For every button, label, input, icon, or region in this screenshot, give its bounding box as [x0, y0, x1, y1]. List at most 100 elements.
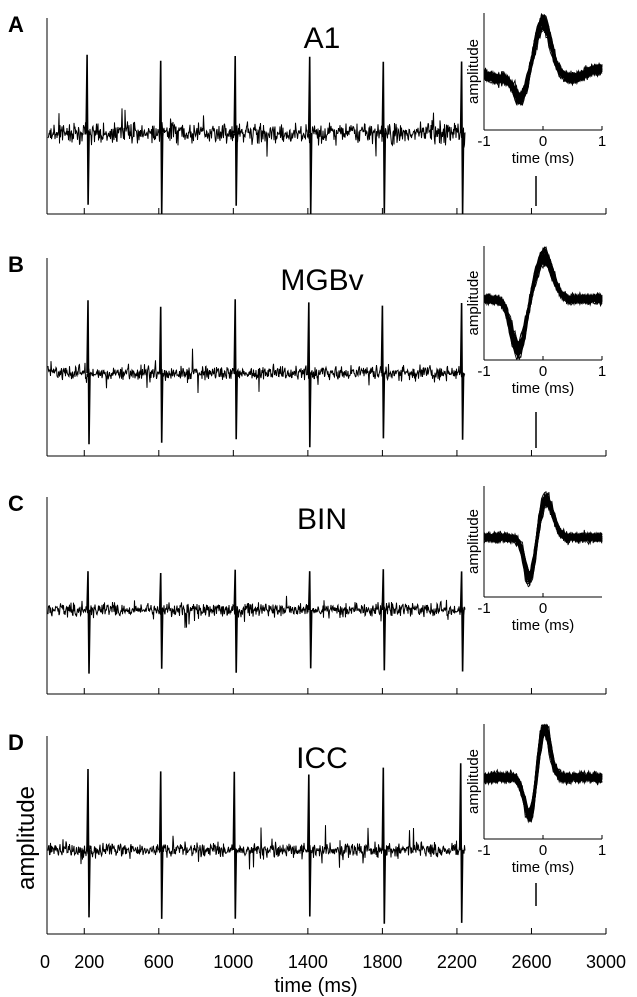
inset-waveform	[483, 23, 603, 103]
inset-x-tick-label: -1	[477, 600, 490, 617]
inset-x-tick-label: 0	[539, 133, 547, 150]
spike-mark	[158, 572, 164, 669]
inset-waveform	[483, 19, 603, 106]
inset-x-label: time (ms)	[512, 859, 575, 876]
inset-waveform	[483, 19, 603, 102]
panel-a: A A1 -1 0 1 time (ms) amplitude	[8, 12, 607, 215]
spike-mark	[307, 56, 313, 215]
inset-waveform	[483, 18, 603, 103]
x-tick-label: 2600	[511, 952, 551, 972]
x-axis-label: time (ms)	[274, 975, 357, 997]
x-tick-label: 600	[144, 952, 174, 972]
spike-mark	[158, 771, 164, 919]
inset-waveform	[483, 26, 603, 101]
spike-mark	[307, 571, 313, 669]
panel-title: A1	[304, 22, 341, 55]
panel-label: D	[8, 730, 24, 755]
spike-mark	[381, 61, 387, 214]
panel-title: ICC	[296, 742, 348, 775]
panel-trace	[47, 108, 466, 157]
spike-mark	[232, 771, 238, 919]
inset-plot: -1 0 1 time (ms) amplitude	[465, 246, 606, 397]
panel-trace	[47, 595, 466, 628]
inset-x-tick-label: 1	[598, 842, 606, 859]
inset-x-tick-label: 0	[539, 363, 547, 380]
inset-x-tick-label: -1	[477, 842, 490, 859]
inset-waveform	[483, 26, 603, 99]
inset-waveform	[483, 14, 603, 106]
inset-waveform	[483, 724, 603, 823]
panel-b: B MGBv -1 0 1 time (ms) amplitude	[8, 246, 607, 457]
panel-label: C	[8, 491, 24, 516]
spike-mark	[307, 302, 312, 448]
inset-waveform	[483, 21, 603, 100]
inset-waveform	[483, 17, 603, 103]
inset-y-label: amplitude	[465, 39, 482, 104]
inset-waveform	[483, 24, 603, 105]
spike-mark	[380, 305, 386, 439]
panel-label: B	[8, 252, 24, 277]
inset-x-tick-label: -1	[477, 133, 490, 150]
spike-mark	[158, 306, 164, 443]
spike-mark	[85, 54, 90, 205]
spike-mark	[86, 768, 91, 918]
inset-plot: -1 0 1 time (ms) amplitude	[465, 723, 606, 876]
panel-trace	[47, 348, 466, 394]
inset-plot: -1 0 1 time (ms) amplitude	[465, 12, 606, 167]
panel-trace	[47, 825, 466, 870]
spike-mark	[459, 302, 465, 440]
x-axis: 0 200 600 1000 1400 1800 2200 2600 3000	[40, 952, 626, 972]
spike-mark	[233, 299, 238, 440]
x-tick-label: 2200	[437, 952, 477, 972]
spike-mark	[86, 300, 91, 445]
inset-waveform	[483, 22, 603, 104]
x-tick-label: 1000	[213, 952, 253, 972]
inset-waveform	[483, 26, 603, 100]
inset-y-label: amplitude	[465, 270, 482, 335]
inset-waveform	[483, 19, 603, 106]
inset-waveform	[483, 24, 603, 101]
inset-x-tick-label: 0	[539, 600, 547, 617]
spike-mark	[459, 571, 465, 672]
inset-x-tick-label: -1	[477, 363, 490, 380]
inset-x-label: time (ms)	[512, 150, 575, 167]
x-tick-label: 1400	[288, 952, 328, 972]
spike-mark	[86, 571, 91, 674]
inset-waveform	[483, 259, 603, 349]
spike-mark	[158, 60, 164, 214]
inset-waveform	[483, 250, 603, 355]
inset-waveform	[483, 498, 603, 577]
x-tick-label: 3000	[586, 952, 626, 972]
inset-y-label: amplitude	[465, 509, 482, 574]
spike-mark	[458, 763, 464, 923]
inset-x-tick-label: 0	[539, 842, 547, 859]
inset-x-label: time (ms)	[512, 617, 575, 634]
spike-mark	[307, 774, 312, 917]
x-tick-label: 1800	[362, 952, 402, 972]
inset-waveform	[483, 501, 603, 574]
spike-mark	[381, 569, 387, 671]
spike-mark	[233, 569, 238, 673]
panel-title: MGBv	[280, 264, 363, 297]
panels: A A1 -1 0 1 time (ms) amplitude B MGBv -1 0 1 time (…	[8, 12, 607, 935]
panel-label: A	[8, 12, 24, 37]
inset-waveform	[483, 21, 603, 105]
inset-x-tick-label: 1	[598, 133, 606, 150]
spike-mark	[233, 55, 238, 206]
panel-d: D ICC -1 0 1 time (ms) amplitude	[8, 723, 607, 935]
panel-title: BIN	[297, 503, 347, 536]
inset-waveform	[483, 21, 603, 103]
inset-waveform	[483, 19, 603, 105]
inset-x-label: time (ms)	[512, 380, 575, 397]
inset-y-label: amplitude	[465, 749, 482, 814]
x-tick-label: 0	[40, 952, 50, 972]
inset-waveform	[484, 20, 603, 99]
x-tick-label: 200	[74, 952, 104, 972]
inset-x-tick-label: 1	[598, 363, 606, 380]
spike-mark	[459, 61, 465, 215]
inset-waveform	[483, 21, 603, 100]
spike-mark	[381, 767, 387, 924]
